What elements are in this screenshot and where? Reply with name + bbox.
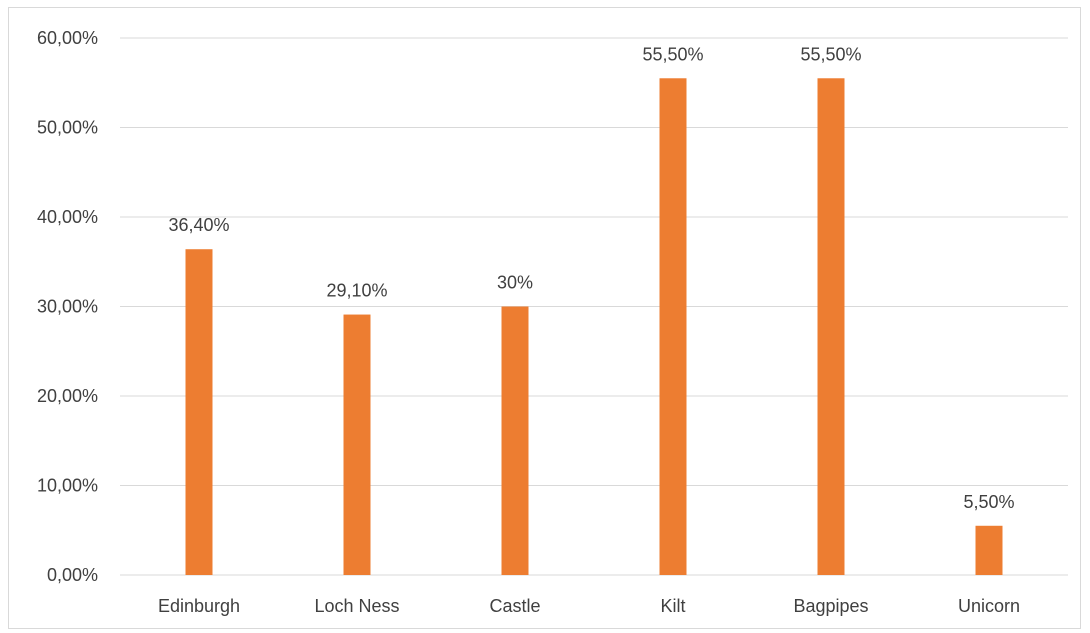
- data-labels: 36,40% 29,10% 30% 55,50% 55,50% 5,50%: [168, 44, 1014, 512]
- data-label: 55,50%: [642, 44, 703, 64]
- bar-unicorn: [975, 525, 1003, 575]
- y-tick-label: 30,00%: [37, 297, 98, 317]
- data-label: 29,10%: [326, 281, 387, 301]
- bar-kilt: [659, 78, 687, 576]
- x-axis-category-labels: Edinburgh Loch Ness Castle Kilt Bagpipes Unic…: [158, 596, 1020, 616]
- y-tick-label: 10,00%: [37, 476, 98, 496]
- x-category-label: Kilt: [660, 596, 685, 616]
- bar-bagpipes: [817, 78, 845, 576]
- bar-edinburgh: [185, 249, 213, 575]
- y-tick-label: 20,00%: [37, 386, 98, 406]
- x-category-label: Castle: [489, 596, 540, 616]
- bar-loch-ness: [343, 314, 371, 575]
- x-category-label: Bagpipes: [793, 596, 868, 616]
- bars: [185, 78, 1003, 576]
- x-category-label: Loch Ness: [314, 596, 399, 616]
- data-label: 5,50%: [963, 492, 1014, 512]
- y-axis-tick-labels: 0,00% 10,00% 20,00% 30,00% 40,00% 50,00% 60,00…: [37, 28, 98, 585]
- y-tick-label: 0,00%: [47, 565, 98, 585]
- y-tick-label: 40,00%: [37, 207, 98, 227]
- data-label: 55,50%: [800, 44, 861, 64]
- x-category-label: Edinburgh: [158, 596, 240, 616]
- y-tick-label: 60,00%: [37, 28, 98, 48]
- bar-castle: [501, 306, 529, 575]
- x-category-label: Unicorn: [958, 596, 1020, 616]
- data-label: 36,40%: [168, 215, 229, 235]
- gridlines: [120, 37, 1068, 576]
- data-label: 30%: [497, 273, 533, 293]
- y-tick-label: 50,00%: [37, 118, 98, 138]
